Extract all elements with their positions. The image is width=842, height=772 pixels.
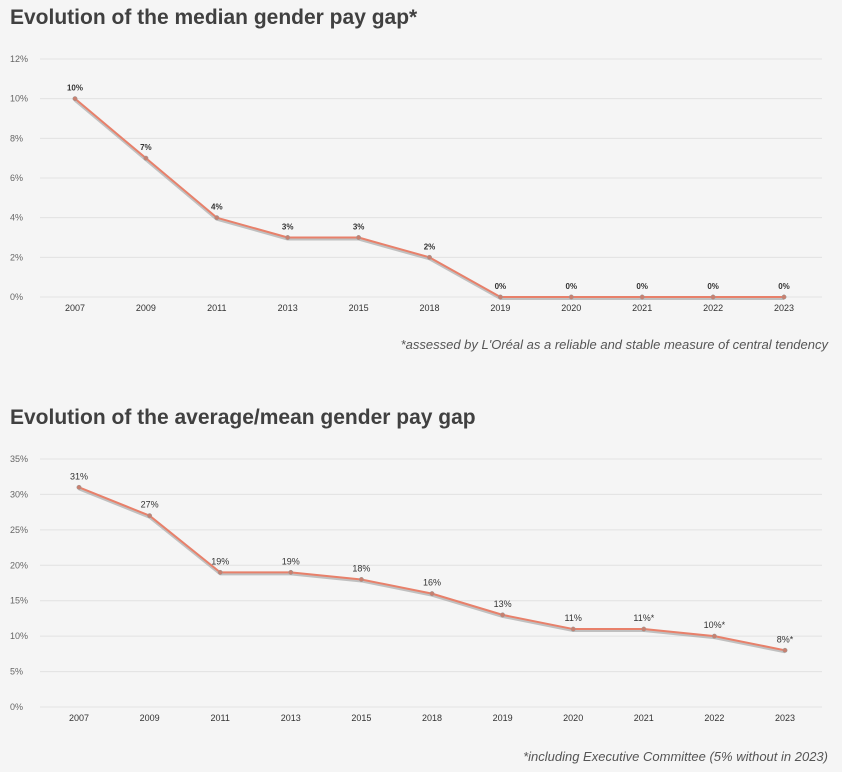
data-point (356, 235, 362, 240)
data-point (358, 577, 364, 582)
data-label: 11%* (633, 613, 654, 623)
y-tick-label: 10% (10, 631, 28, 641)
chart-2-footnote: *including Executive Committee (5% witho… (523, 749, 828, 764)
data-point (782, 647, 788, 653)
data-label: 16% (423, 578, 441, 588)
x-tick-label: 2015 (349, 303, 369, 313)
data-point (568, 294, 574, 300)
y-tick-label: 8% (10, 133, 23, 143)
mean-pay-gap-chart: 0% 5% 10% 15% 20% 25% 30% 35% 2007 2009 2011 2013 20… (10, 454, 822, 723)
y-tick-label: 6% (10, 173, 23, 183)
data-label: 19% (282, 556, 300, 566)
x-tick-label: 2021 (634, 713, 654, 723)
data-label: 0% (778, 282, 790, 291)
y-tick-label: 4% (10, 213, 23, 223)
x-tick-label: 2007 (65, 303, 85, 313)
data-label: 2% (424, 242, 436, 251)
y-tick-label: 35% (10, 454, 28, 464)
y-tick-label: 30% (10, 489, 28, 499)
x-tick-label: 2007 (69, 713, 89, 723)
data-label: 4% (211, 203, 223, 212)
data-point (143, 155, 149, 161)
data-point (500, 612, 506, 618)
data-label: 18% (352, 563, 370, 573)
data-label: 27% (141, 500, 159, 510)
data-label: 13% (494, 599, 512, 609)
series-line (78, 486, 786, 652)
data-point (76, 484, 82, 490)
data-point (781, 294, 787, 300)
data-point (639, 294, 645, 300)
data-label: 0% (636, 282, 648, 291)
data-point (288, 569, 294, 575)
y-tick-label: 2% (10, 252, 23, 262)
x-tick-label: 2011 (211, 713, 230, 723)
data-point (641, 626, 647, 632)
x-tick-label: 2020 (563, 713, 583, 723)
data-label: 3% (353, 223, 365, 232)
data-point (214, 215, 220, 221)
data-label: 31% (70, 471, 88, 481)
data-label: 3% (282, 223, 294, 232)
x-tick-label: 2013 (278, 303, 298, 313)
data-label: 10%* (704, 620, 726, 630)
y-tick-label: 0% (10, 292, 23, 302)
y-tick-label: 5% (10, 667, 23, 677)
x-tick-label: 2021 (632, 303, 652, 313)
x-tick-label: 2022 (704, 713, 724, 723)
x-tick-label: 2019 (493, 713, 513, 723)
x-tick-label: 2009 (140, 713, 160, 723)
data-point (570, 626, 576, 632)
x-tick-label: 2020 (561, 303, 581, 313)
x-tick-label: 2011 (207, 303, 226, 313)
series-shadow-line (78, 487, 786, 654)
x-tick-label: 2022 (703, 303, 723, 313)
data-point (497, 294, 503, 300)
data-label: 0% (566, 282, 578, 291)
y-tick-label: 15% (10, 596, 28, 606)
data-point (285, 235, 291, 240)
data-label: 0% (495, 282, 507, 291)
data-label: 11% (565, 613, 582, 623)
x-tick-label: 2018 (422, 713, 442, 723)
data-label: 7% (140, 143, 152, 152)
y-tick-label: 25% (10, 525, 28, 535)
chart-2-title: Evolution of the average/mean gender pay… (10, 406, 476, 429)
y-tick-label: 0% (10, 702, 23, 712)
x-tick-label: 2015 (351, 713, 371, 723)
data-label: 0% (707, 282, 719, 291)
data-label: 10% (67, 84, 83, 93)
y-tick-label: 12% (10, 54, 28, 64)
y-tick-label: 10% (10, 94, 28, 104)
data-point (710, 294, 716, 300)
data-point (72, 96, 78, 102)
x-tick-label: 2023 (774, 303, 794, 313)
data-point (217, 569, 223, 575)
data-label: 8%* (777, 634, 794, 644)
data-label: 19% (211, 556, 229, 566)
x-tick-label: 2013 (281, 713, 301, 723)
y-tick-label: 20% (10, 560, 28, 570)
chart-1-title: Evolution of the median gender pay gap* (10, 6, 418, 29)
x-tick-label: 2023 (775, 713, 795, 723)
data-point (147, 513, 153, 519)
data-point (429, 591, 435, 597)
x-tick-label: 2009 (136, 303, 156, 313)
data-point (427, 254, 432, 260)
chart-1-footnote: *assessed by L'Oréal as a reliable and s… (400, 337, 828, 352)
data-point (711, 633, 717, 639)
median-pay-gap-chart: 0% 2% 4% 6% 8% 10% 12% 2007 2009 2011 2013 2015 2018… (10, 54, 822, 313)
x-tick-label: 2019 (490, 303, 510, 313)
x-tick-label: 2018 (419, 303, 439, 313)
